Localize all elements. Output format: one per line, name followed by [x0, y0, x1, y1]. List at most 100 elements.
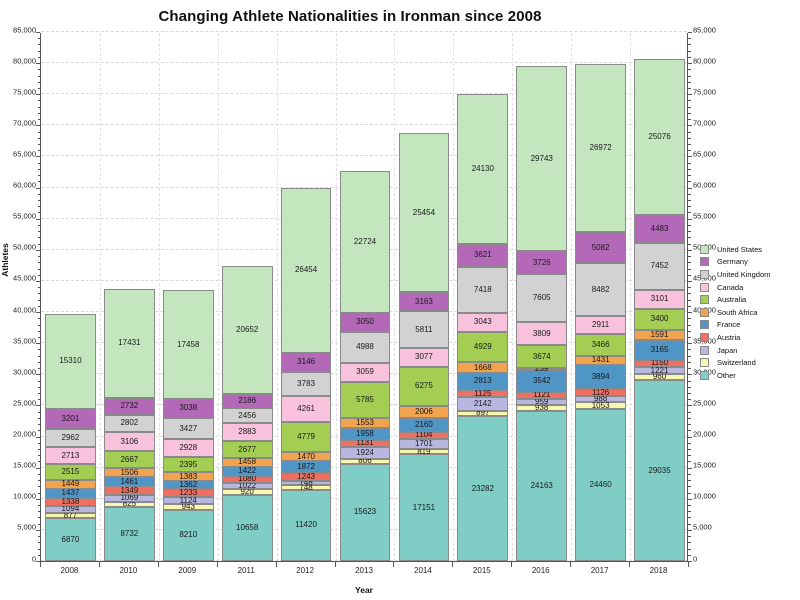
bar-segment[interactable]: 1022 [221, 481, 273, 489]
bar-segment[interactable]: 943 [162, 502, 214, 510]
bar-segment[interactable]: 1233 [162, 489, 214, 498]
bar-segment[interactable]: 1506 [104, 468, 155, 478]
legend-item[interactable]: France [700, 319, 800, 332]
bar-segment[interactable]: 1131 [339, 439, 391, 447]
bar-segment[interactable]: 825 [104, 500, 155, 508]
bar-segment[interactable]: 6870 [45, 518, 96, 561]
bar-segment[interactable]: 806 [339, 457, 391, 465]
bar-segment[interactable]: 3466 [575, 334, 626, 356]
bar-segment[interactable]: 24460 [575, 408, 626, 561]
bar-segment[interactable]: 1872 [280, 461, 332, 473]
bar-segment[interactable]: 15310 [45, 313, 96, 409]
stacked-bar[interactable]: 29035 960 1221 1150 3165 1591 3400 3101 7452 4483… [634, 32, 685, 561]
bar-segment[interactable]: 2911 [575, 316, 626, 335]
bar-segment[interactable]: 1668 [457, 362, 509, 373]
bar-segment[interactable]: 2802 [104, 414, 155, 433]
bar-segment[interactable]: 3783 [280, 372, 332, 396]
legend-item[interactable]: United States [700, 243, 800, 256]
bar-segment[interactable]: 1553 [339, 417, 391, 428]
bar-segment[interactable]: 1080 [221, 475, 273, 483]
bar-segment[interactable]: 3894 [575, 364, 626, 390]
bar-segment[interactable]: 1069 [104, 494, 155, 502]
bar-segment[interactable]: 1124 [162, 496, 214, 504]
bar-segment[interactable]: 4929 [457, 331, 509, 363]
stacked-bar[interactable]: 6870 877 1094 1338 1437 1449 2515 2713 2962 3201 1… [45, 32, 96, 561]
bar-segment[interactable]: 2883 [221, 423, 273, 442]
legend-item[interactable]: Austria [700, 331, 800, 344]
bar-segment[interactable]: 2395 [162, 457, 214, 473]
bar-segment[interactable]: 2667 [104, 451, 155, 469]
bar-segment[interactable]: 3050 [339, 312, 391, 332]
bar-segment[interactable]: 7605 [516, 274, 568, 322]
bar-segment[interactable]: 11420 [280, 489, 332, 561]
bar-segment[interactable]: 1470 [280, 452, 332, 462]
bar-segment[interactable]: 3621 [457, 244, 509, 267]
bar-segment[interactable]: 2713 [45, 447, 96, 465]
stacked-bar[interactable]: 8732 825 1069 1349 1461 1506 2667 3106 2802 2732 1… [104, 32, 155, 561]
bar-segment[interactable]: 6275 [398, 366, 450, 406]
bar-segment[interactable]: 3106 [104, 432, 155, 452]
bar-segment[interactable]: 4261 [280, 395, 332, 423]
bar-segment[interactable]: 3165 [634, 339, 685, 360]
bar-segment[interactable]: 1422 [221, 467, 273, 476]
bar-segment[interactable]: 29035 [634, 380, 685, 561]
bar-segment[interactable]: 3146 [280, 352, 332, 373]
bar-segment[interactable]: 3038 [162, 398, 214, 418]
bar-segment[interactable]: 8482 [575, 263, 626, 317]
bar-segment[interactable]: 819 [398, 447, 450, 455]
bar-segment[interactable]: 2456 [221, 408, 273, 424]
bar-segment[interactable]: 988 [575, 395, 626, 403]
bar-segment[interactable]: 1437 [45, 489, 96, 498]
bar-segment[interactable]: 10658 [221, 494, 273, 561]
legend-item[interactable]: Switzerland [700, 356, 800, 369]
bar-segment[interactable]: 3674 [516, 345, 568, 369]
bar-segment[interactable]: 2962 [45, 428, 96, 448]
bar-segment[interactable]: 2006 [398, 405, 450, 419]
bar-segment[interactable]: 1221 [634, 366, 685, 375]
legend-item[interactable]: South Africa [700, 306, 800, 319]
bar-segment[interactable]: 3059 [339, 362, 391, 382]
bar-segment[interactable]: 1362 [162, 481, 214, 490]
bar-segment[interactable]: 17458 [162, 290, 214, 399]
bar-segment[interactable]: 25454 [398, 133, 450, 292]
bar-segment[interactable]: 7452 [634, 243, 685, 290]
bar-segment[interactable]: 20652 [221, 265, 273, 395]
bar-segment[interactable]: 1349 [104, 486, 155, 495]
bar-segment[interactable]: 1121 [516, 391, 568, 399]
bar-segment[interactable]: 3542 [516, 369, 568, 392]
bar-segment[interactable]: 5811 [398, 311, 450, 348]
bar-segment[interactable]: 24163 [516, 410, 568, 561]
stacked-bar[interactable]: 8210 943 1124 1233 1362 1383 2395 2928 3427 3038 1… [162, 32, 214, 561]
bar-segment[interactable]: 748 [280, 483, 332, 491]
legend-item[interactable]: Other [700, 369, 800, 382]
bar-segment[interactable]: 22724 [339, 171, 391, 313]
bar-segment[interactable]: 1150 [634, 359, 685, 367]
bar-segment[interactable]: 2160 [398, 418, 450, 432]
bar-segment[interactable]: 2732 [104, 397, 155, 415]
bar-segment[interactable]: 1591 [634, 329, 685, 340]
bar-segment[interactable]: 5082 [575, 231, 626, 264]
bar-segment[interactable]: 1461 [104, 477, 155, 487]
bar-segment[interactable]: 26972 [575, 63, 626, 232]
bar-segment[interactable]: 4779 [280, 422, 332, 453]
bar-segment[interactable]: 2515 [45, 464, 96, 480]
bar-segment[interactable]: 748 [280, 478, 332, 486]
bar-segment[interactable]: 1431 [575, 356, 626, 365]
bar-segment[interactable]: 877 [45, 511, 96, 519]
bar-segment[interactable]: 938 [516, 403, 568, 411]
bar-segment[interactable]: 1924 [339, 446, 391, 459]
bar-segment[interactable]: 17431 [104, 289, 155, 398]
bar-segment[interactable]: 15623 [339, 463, 391, 561]
bar-segment[interactable]: 2186 [221, 394, 273, 409]
legend-item[interactable]: Australia [700, 293, 800, 306]
stacked-bar[interactable]: 2416393895911213542239367438097605372629… [516, 32, 568, 561]
bar-segment[interactable]: 3427 [162, 417, 214, 440]
bar-segment[interactable]: 2677 [221, 441, 273, 458]
bar-segment[interactable]: 897 [457, 409, 509, 417]
bar-segment[interactable]: 5785 [339, 381, 391, 418]
legend-item[interactable]: Japan [700, 344, 800, 357]
bar-segment[interactable]: 4988 [339, 331, 391, 363]
bar-segment[interactable]: 1458 [221, 457, 273, 468]
stacked-bar[interactable]: 10658 920 1022 1080 1422 1458 2677 2883 2456 2186… [221, 32, 273, 561]
bar-segment[interactable]: 1449 [45, 479, 96, 489]
